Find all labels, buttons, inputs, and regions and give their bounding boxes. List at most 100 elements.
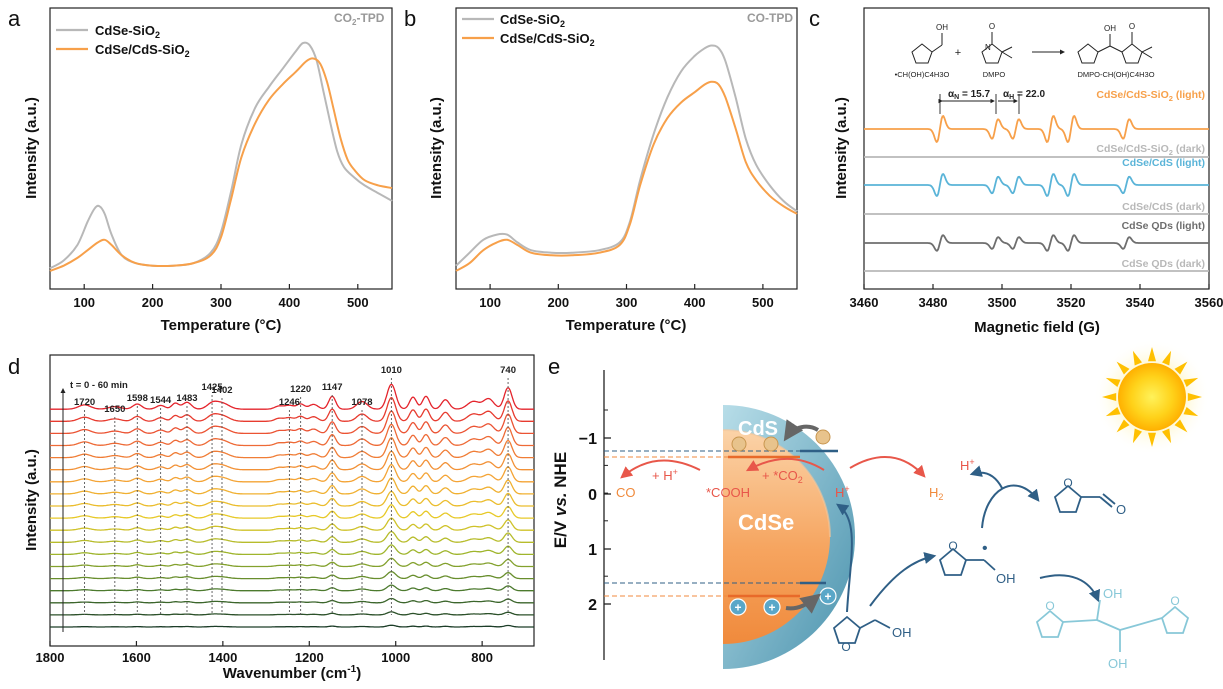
x-tick-label: 1400	[208, 650, 237, 665]
radical-oh-label: OH	[996, 571, 1016, 586]
hydrofuroin-oh1: OH	[1103, 586, 1123, 601]
adduct-furan-icon	[1077, 43, 1099, 64]
panel-d-ylabel: Intensity (a.u.)	[23, 449, 40, 551]
electron-transfer-arrow	[783, 419, 820, 442]
h-plus-release-arrow	[969, 465, 1003, 489]
energy-tick-label: 0	[588, 487, 597, 504]
epr-series-label-3: CdSe/CdS (dark)	[1122, 201, 1205, 213]
panel-a-xlabel: Temperature (°C)	[161, 317, 282, 334]
series-line-0	[455, 44, 798, 267]
legend-label-a-0: CdSe-SiO2	[95, 23, 160, 40]
x-tick-label: 1800	[36, 650, 65, 665]
x-tick-label: 500	[752, 295, 774, 310]
panel-d-frame	[49, 354, 535, 647]
sun-ray	[1116, 361, 1130, 375]
splitting-aH: αH = 22.0	[1003, 89, 1046, 101]
panel-c-letter: c	[809, 6, 820, 31]
h-plus-core-label: H+	[835, 484, 850, 500]
sun-ray	[1162, 350, 1172, 366]
peak-label: 1246	[279, 397, 300, 408]
energy-axis-ticks: −1 0 1 2	[579, 409, 611, 614]
panel-a-letter: a	[8, 6, 21, 31]
panel-b-frame	[455, 7, 798, 290]
x-tick-label: 200	[142, 295, 164, 310]
panel-c-plot-area	[864, 115, 1209, 272]
time-label: t = 0 - 60 min	[70, 380, 128, 391]
panel-b-legend: CdSe-SiO2 CdSe/CdS-SiO2	[462, 12, 595, 48]
cds-label: CdS	[738, 418, 778, 440]
epr-series-line-0	[864, 115, 1209, 144]
x-tick-label: 400	[684, 295, 706, 310]
hole-icon	[763, 598, 781, 616]
panel-d-letter: d	[8, 354, 20, 379]
hole-transfer-arrow	[785, 593, 822, 614]
svg-text:+: +	[824, 590, 831, 604]
cdse-label: CdSe	[738, 510, 794, 535]
epr-series-line-4	[864, 234, 1209, 252]
x-tick-label: 3520	[1057, 295, 1086, 310]
sun-ray	[1105, 377, 1121, 387]
sun-icon	[1094, 339, 1210, 455]
peak-label: 1720	[74, 397, 95, 408]
sun-ray	[1162, 428, 1172, 444]
svg-text:+: +	[734, 601, 741, 615]
hydrofuroin-oh2: OH	[1108, 656, 1128, 671]
radical-dot: •	[982, 540, 988, 557]
dmpo-icon	[981, 43, 1003, 64]
drifts-curve-16	[50, 410, 534, 435]
panel-a-ylabel: Intensity (a.u.)	[23, 97, 40, 199]
energy-tick-label: −1	[579, 431, 597, 448]
scheme-dmpo-label: DMPO	[983, 70, 1006, 79]
panel-b-annotation: CO-TPD	[747, 11, 793, 25]
scheme-o-minus: O	[989, 22, 995, 31]
svg-text:+: +	[768, 601, 775, 615]
fa-oh-label: OH	[892, 625, 912, 640]
hole-icon	[729, 598, 747, 616]
furfural-o2-label: O	[1116, 502, 1126, 517]
peak-label: 1650	[104, 404, 125, 415]
sun-ray	[1148, 347, 1156, 362]
peak-label: 1402	[211, 385, 232, 396]
sun-ray	[1174, 419, 1188, 433]
drifts-curve-15	[50, 423, 534, 447]
series-line-1	[455, 80, 798, 272]
holes: + + +	[729, 587, 837, 616]
sun-ray	[1132, 428, 1142, 444]
x-tick-label: 3560	[1195, 295, 1223, 310]
energy-axis-label: E/V vs. NHE	[551, 452, 570, 548]
sun-ray	[1148, 432, 1156, 447]
peak-label: 1483	[176, 393, 197, 404]
drifts-curve-8	[50, 517, 534, 531]
splitting-markers	[938, 94, 1020, 114]
panel-a-annotation: CO2-TPD	[334, 11, 385, 27]
peak-label: 1425	[201, 382, 223, 393]
h-plus-top-label: H+	[960, 457, 975, 473]
sun-ray	[1102, 393, 1117, 401]
sun-ray	[1187, 393, 1202, 401]
drifts-curve-0	[50, 624, 534, 628]
electrons	[731, 419, 831, 452]
furfural-o-label: O	[1063, 476, 1072, 490]
fa-o-label: O	[841, 640, 850, 654]
drifts-curve-4	[50, 571, 534, 580]
drifts-curve-12	[50, 463, 534, 483]
panel-d-xlabel: Wavenumber (cm-1)	[223, 664, 361, 682]
cdse-core	[723, 430, 830, 644]
panel-b-x-axis: 100 200 300 400 500	[479, 284, 774, 310]
panel-a: a CO2-TPD CdSe-SiO2 CdSe/CdS-SiO2 100 200…	[8, 6, 393, 334]
drifts-curve-17	[50, 396, 534, 422]
furan-radical-icon	[911, 43, 933, 64]
hydrofuroin-o2: O	[1170, 594, 1179, 608]
panel-b-xlabel: Temperature (°C)	[566, 317, 687, 334]
furfural-arrow	[981, 484, 1040, 529]
panel-e-letter: e	[548, 354, 560, 379]
x-tick-label: 400	[279, 295, 301, 310]
coupling-arrow	[1039, 574, 1100, 603]
radical-o-label: O	[948, 539, 957, 553]
panel-c-ylabel: Intensity (a.u.)	[833, 97, 850, 199]
panel-e: e −1 0 1 2 E/V vs. NHE CdS CdSe	[548, 339, 1210, 671]
panel-c-frame	[863, 7, 1210, 290]
